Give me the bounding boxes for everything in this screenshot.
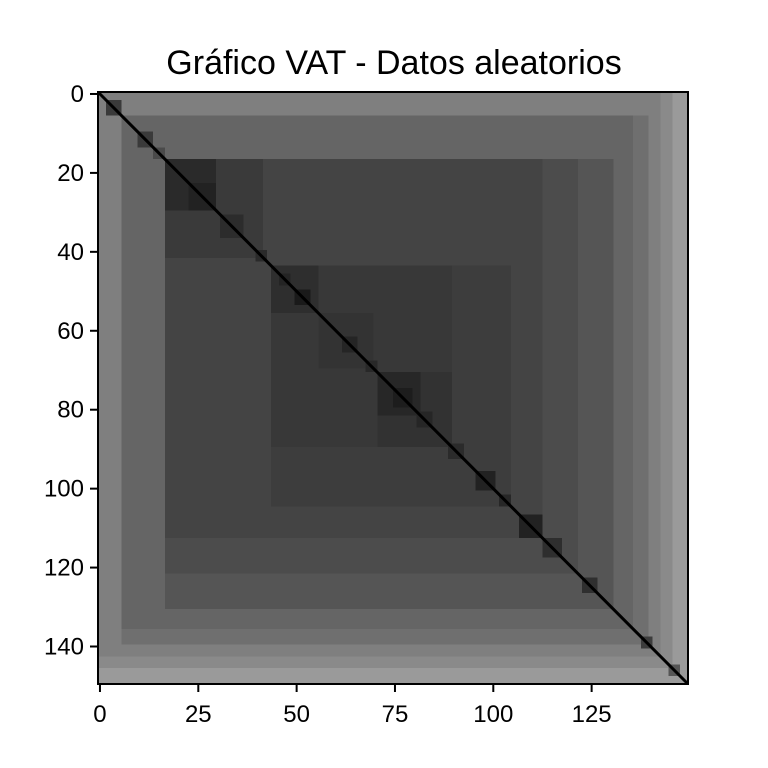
y-axis: 0 20 40 60 80 100 120 140 [44,81,98,661]
y-tick-label: 100 [44,476,84,503]
x-tick-label: 0 [93,701,106,728]
chart-title: Gráfico VAT - Datos aleatorios [166,44,621,82]
x-tick-label: 75 [382,701,409,728]
x-tick-label: 50 [283,701,310,728]
y-tick-label: 60 [57,318,84,345]
y-tick-label: 40 [57,239,84,266]
x-tick-label: 100 [473,701,513,728]
x-tick-label: 25 [185,701,212,728]
y-tick-label: 80 [57,397,84,424]
x-tick-label: 125 [572,701,612,728]
y-tick-label: 140 [44,634,84,661]
x-axis: 0 25 50 75 100 125 [93,684,612,728]
y-tick-label: 0 [71,81,84,108]
plot-frame [97,91,689,685]
y-tick-label: 20 [57,160,84,187]
y-tick-label: 120 [44,555,84,582]
diagonal-mark [96,90,690,686]
diagonal-line [96,90,690,686]
